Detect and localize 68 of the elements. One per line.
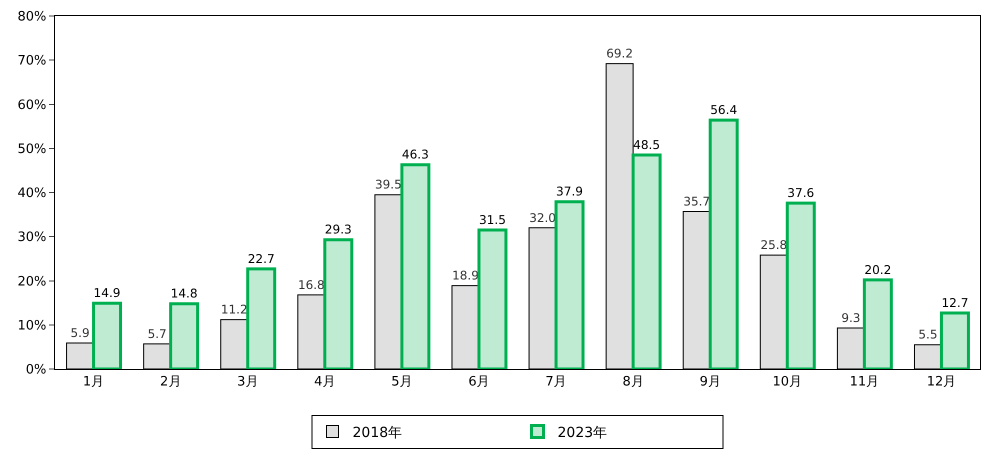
data-label: 5.5 — [918, 328, 938, 342]
x-tick-label: 8月 — [622, 374, 644, 390]
bar — [246, 267, 276, 369]
x-tick-label: 4月 — [314, 374, 336, 390]
data-label: 48.5 — [633, 138, 660, 152]
x-tick-label: 2月 — [160, 374, 182, 390]
y-tick-label: 10% — [17, 318, 46, 334]
bar — [297, 294, 326, 369]
bar — [528, 227, 557, 369]
bar — [786, 202, 816, 369]
data-label: 20.2 — [864, 262, 892, 277]
bar — [477, 228, 508, 369]
bar — [836, 327, 865, 369]
bar — [169, 302, 200, 369]
data-label: 22.7 — [248, 252, 275, 266]
x-tick-label: 5月 — [391, 374, 413, 390]
legend-label: 2018年 — [352, 424, 402, 441]
bar — [632, 153, 662, 369]
x-tick-label: 6月 — [468, 374, 490, 390]
y-tick-label: 20% — [17, 274, 46, 290]
bar — [606, 63, 634, 369]
x-tick-label: 12月 — [926, 374, 956, 390]
data-label: 16.8 — [298, 278, 325, 292]
y-tick-label: 30% — [17, 230, 46, 246]
data-label: 12.7 — [941, 296, 968, 310]
bar — [323, 238, 354, 369]
data-label: 56.4 — [710, 103, 738, 118]
y-tick-label: 0% — [26, 362, 46, 378]
bar — [220, 319, 248, 369]
data-label: 29.3 — [324, 222, 352, 237]
bar — [940, 311, 970, 369]
bar — [862, 278, 893, 369]
bar — [554, 200, 585, 369]
data-label: 69.2 — [606, 46, 633, 61]
bar — [682, 210, 711, 369]
data-label: 37.9 — [556, 184, 584, 199]
bar — [914, 344, 942, 369]
data-label: 39.5 — [375, 178, 402, 192]
x-tick-label: 9月 — [700, 374, 721, 390]
data-label: 14.9 — [94, 286, 121, 300]
x-tick-label: 11月 — [850, 374, 880, 390]
legend-label: 2023年 — [558, 424, 608, 441]
data-label: 5.7 — [148, 326, 167, 341]
x-tick-label: 3月 — [237, 374, 258, 390]
x-tick-label: 10月 — [772, 374, 802, 390]
bar — [143, 343, 172, 369]
bar — [400, 163, 430, 369]
data-label: 46.3 — [402, 148, 429, 162]
data-label: 5.9 — [70, 326, 90, 340]
bar — [374, 194, 402, 369]
data-label: 31.5 — [478, 212, 506, 227]
data-label: 14.8 — [170, 286, 198, 301]
bar — [708, 118, 739, 369]
x-tick-label: 1月 — [82, 374, 104, 390]
bar — [451, 285, 480, 369]
data-label: 9.3 — [841, 310, 860, 325]
bar — [66, 342, 94, 369]
bar — [760, 254, 788, 369]
data-label: 18.9 — [452, 268, 479, 283]
y-tick-label: 50% — [17, 142, 46, 157]
y-tick-label: 60% — [17, 98, 46, 113]
data-label: 37.6 — [787, 186, 814, 200]
y-tick-label: 70% — [17, 54, 46, 69]
x-tick-label: 7月 — [545, 374, 567, 390]
y-tick-label: 40% — [17, 186, 46, 202]
y-tick-label: 80% — [17, 10, 46, 25]
data-label: 25.8 — [760, 238, 788, 252]
bar — [92, 302, 122, 369]
